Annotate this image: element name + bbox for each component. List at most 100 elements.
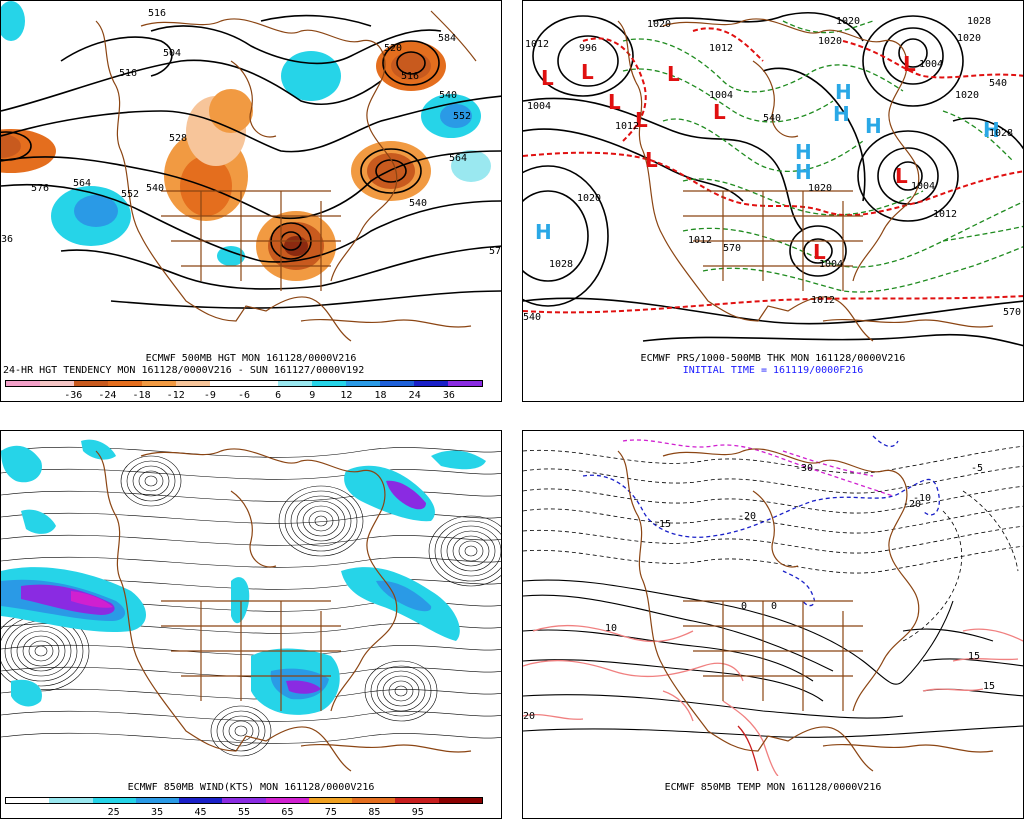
streamline [10,625,72,677]
colorbar-label: 12 [340,390,353,401]
coastlines [95,448,472,772]
wind-colorbar [5,797,483,804]
streamline [388,680,414,702]
svg-text:516: 516 [148,8,166,19]
svg-text:552: 552 [121,189,139,200]
svg-text:36: 36 [1,234,13,245]
streamline [216,710,266,752]
colorbar-label: 36 [442,390,455,401]
colorbar-swatch [92,798,136,803]
high-center-symbol: H [865,114,882,138]
svg-text:1020: 1020 [577,193,601,204]
streamline [278,485,364,557]
streamline [434,520,501,582]
streamline [440,525,501,577]
streamline [4,620,78,682]
streamline [1,710,501,722]
svg-text:0: 0 [741,601,747,612]
panel-caption-line1: ECMWF 850MB WIND(KTS) MON 161128/0000V21… [127,782,375,793]
colorbar-swatch [244,381,278,386]
svg-text:1004: 1004 [911,181,935,192]
coastlines [617,448,994,772]
colorbar-swatch [108,381,142,386]
colorbar-label: 9 [309,390,316,401]
streamline [228,720,254,742]
low-center-symbol: L [645,148,658,172]
panel-pressure-thickness: L L L L L L L L L L H H H H H H H 1020 1… [522,0,1024,402]
streamline [1,644,501,656]
colorbar-label: -9 [203,390,216,401]
colorbar-label: 18 [374,390,387,401]
streamline [452,535,490,567]
svg-text:540: 540 [409,198,427,209]
coastlines [617,18,994,342]
svg-text:570: 570 [1003,307,1021,318]
colorbar-swatch [179,798,223,803]
high-center-symbol: H [795,140,812,164]
map-500mb-height: 516 504 516 520 584 516 528 540 552 576 … [1,1,501,342]
svg-text:540: 540 [523,312,541,323]
colorbar-label: 75 [324,807,337,818]
svg-text:1020: 1020 [818,36,842,47]
svg-text:10: 10 [605,623,617,634]
svg-text:1020: 1020 [955,90,979,101]
colorbar-label: -18 [132,390,151,401]
svg-text:-15: -15 [653,519,671,530]
coastlines [95,10,477,342]
svg-text:-30: -30 [795,463,813,474]
colorbar-label: 45 [194,807,207,818]
map-850mb-wind [1,439,501,772]
colorbar-swatch [40,381,74,386]
svg-text:520: 520 [384,43,402,54]
streamline [120,455,182,507]
streamline [144,475,158,487]
thickness-warm-lines [523,27,1023,314]
streamline [138,470,164,492]
colorbar-swatch [312,381,346,386]
svg-text:516: 516 [119,68,137,79]
colorbar-swatch [222,798,266,803]
low-center-symbol: L [903,52,916,76]
svg-text:0: 0 [771,601,777,612]
high-center-symbol: H [795,160,812,184]
thickness-cold-lines [622,20,1023,293]
colorbar-swatch [6,798,50,803]
streamline [1,556,501,568]
colorbar-swatch [176,381,210,386]
svg-text:-20: -20 [738,511,756,522]
colorbar-swatch [6,381,40,386]
colorbar-swatch [278,381,312,386]
colorbar-swatch [448,381,482,386]
panel-500mb-height: 516 504 516 520 584 516 528 540 552 576 … [0,0,502,402]
svg-text:528: 528 [169,133,187,144]
streamline [234,725,248,737]
colorbar-swatch [49,798,93,803]
panel-850mb-wind: ECMWF 850MB WIND(KTS) MON 161128/0000V21… [0,430,502,819]
isobars [523,12,1023,347]
colorbar-swatch [74,381,108,386]
streamline [1,534,501,546]
svg-text:1020: 1020 [808,183,832,194]
panel-caption-line1: ECMWF 500MB HGT MON 161128/0000V216 [145,353,357,364]
streamline [1,512,501,524]
pressure-centers: L L L L L L L L L L H H H H H H H [535,52,1000,264]
svg-text:540: 540 [763,113,781,124]
panel-850mb-temp: -30 -20 -10 -5 0 10 15 20 -15 -20 15 0 E… [522,430,1024,819]
streamline [16,630,66,672]
svg-text:20: 20 [523,711,535,722]
svg-text:540: 540 [989,78,1007,89]
svg-text:1012: 1012 [811,295,835,306]
initial-time-caption: INITIAL TIME = 161119/0000F216 [682,365,864,376]
low-center-symbol: L [895,164,908,188]
colorbar-swatch [438,798,482,803]
isotherms-very-cold [622,439,894,497]
svg-text:996: 996 [579,43,597,54]
colorbar-swatch [414,381,448,386]
svg-text:540: 540 [439,90,457,101]
colorbar-label: -6 [237,390,251,401]
colorbar-label: 65 [281,807,294,818]
svg-text:1012: 1012 [709,43,733,54]
svg-text:1012: 1012 [688,235,712,246]
colorbar-swatch [395,798,439,803]
low-center-symbol: L [635,108,648,132]
